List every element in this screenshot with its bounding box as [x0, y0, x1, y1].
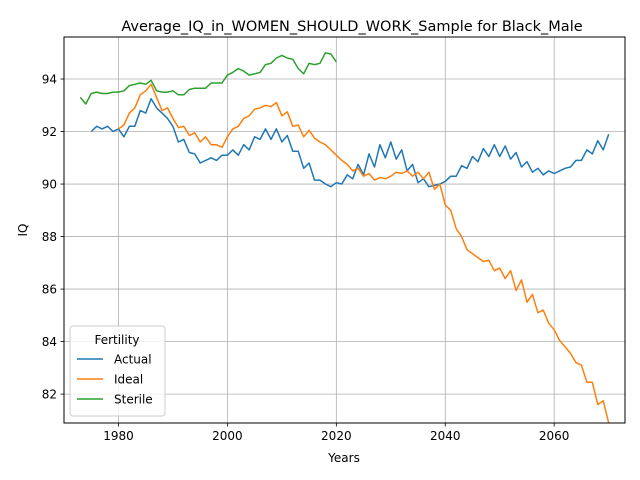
x-tick-label: 2040: [430, 429, 461, 443]
x-tick-label: 2000: [212, 429, 243, 443]
x-tick-label: 2020: [321, 429, 352, 443]
y-tick-label: 90: [42, 178, 57, 192]
legend-label-ideal: Ideal: [114, 373, 143, 387]
y-tick-label: 86: [42, 283, 57, 297]
legend-box: [69, 325, 166, 417]
y-axis-title: IQ: [16, 224, 30, 237]
x-tick-label: 2060: [539, 429, 570, 443]
y-tick-label: 88: [42, 230, 57, 244]
plot-area-frame: [63, 36, 626, 424]
chart-title: Average_IQ_in_WOMEN_SHOULD_WORK_Sample f…: [121, 19, 582, 35]
legend: Fertility Actual Ideal Sterile: [69, 325, 166, 417]
series-line-ideal: [118, 83, 610, 424]
y-axis-ticks: 82 84 86 88 90 92 94: [42, 73, 64, 402]
x-tick-label: 1980: [103, 429, 134, 443]
legend-label-actual: Actual: [114, 353, 152, 367]
legend-title: Fertility: [94, 333, 139, 347]
series-line-actual: [90, 97, 610, 188]
y-tick-label: 84: [42, 335, 57, 349]
x-axis-title: Years: [327, 451, 360, 465]
x-axis-ticks: 1980 2000 2020 2040 2060: [103, 423, 569, 443]
series-lines: [79, 52, 610, 424]
legend-label-sterile: Sterile: [114, 393, 153, 407]
y-tick-label: 92: [42, 125, 57, 139]
grid-lines: [64, 37, 625, 423]
y-tick-label: 94: [42, 73, 57, 87]
series-line-sterile: [79, 52, 337, 105]
y-tick-label: 82: [42, 388, 57, 402]
legend-items: Actual Ideal Sterile: [77, 353, 153, 407]
